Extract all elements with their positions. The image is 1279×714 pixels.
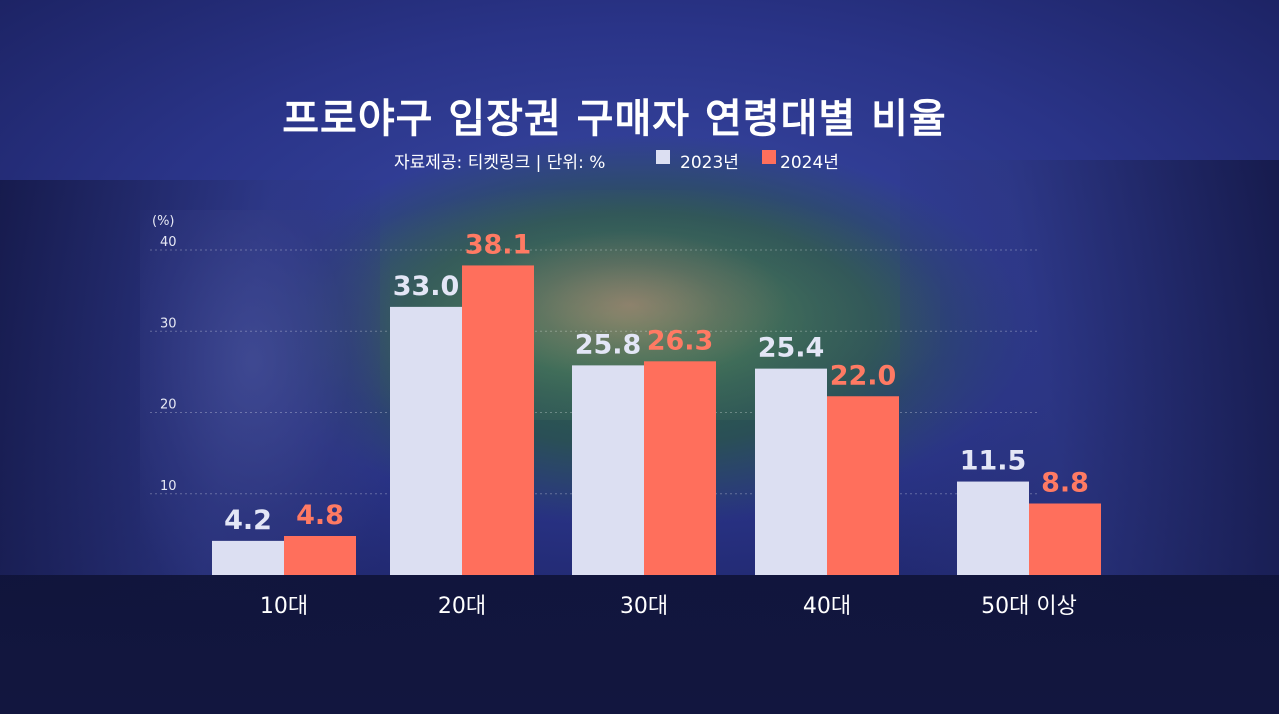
- bar-2023: [390, 306, 462, 575]
- value-label: 11.5: [960, 446, 1027, 477]
- value-label: 25.8: [575, 329, 642, 360]
- value-label: 8.8: [1041, 468, 1089, 499]
- legend-label-2023: 2023년: [680, 153, 739, 173]
- y-tick-label: 30: [160, 316, 177, 331]
- bar-2024: [462, 265, 534, 575]
- fan-silhouette: [140, 210, 390, 590]
- bar-2023: [572, 365, 644, 575]
- bar-2023: [212, 540, 284, 575]
- category-label: 40대: [803, 594, 851, 619]
- source-note: 자료제공: 티켓링크 | 단위: %: [394, 153, 606, 173]
- bar-2024: [644, 361, 716, 575]
- value-label: 33.0: [393, 271, 460, 302]
- category-band: [0, 575, 1279, 714]
- category-label: 30대: [620, 594, 668, 619]
- chart-title: 프로야구 입장권 구매자 연령대별 비율: [282, 96, 947, 142]
- category-label: 50대 이상: [981, 594, 1077, 619]
- category-label: 20대: [438, 594, 486, 619]
- value-label: 25.4: [758, 333, 825, 364]
- y-tick-label: 20: [160, 398, 177, 413]
- legend-swatch-2023: [656, 150, 670, 164]
- bar-2024: [284, 536, 356, 575]
- legend-label-2024: 2024년: [780, 153, 839, 173]
- y-tick-label: 40: [160, 235, 177, 250]
- bar-2024: [827, 396, 899, 575]
- value-label: 38.1: [465, 229, 532, 260]
- legend-swatch-2024: [762, 150, 776, 164]
- value-label: 4.8: [296, 500, 344, 531]
- value-label: 26.3: [647, 325, 714, 356]
- y-tick-label: 10: [160, 479, 177, 494]
- category-label: 10대: [260, 594, 308, 619]
- value-label: 4.2: [224, 505, 272, 536]
- bar-2023: [957, 481, 1029, 575]
- value-label: 22.0: [830, 360, 897, 391]
- bar-2023: [755, 368, 827, 575]
- bar-2024: [1029, 503, 1101, 575]
- y-unit-label: (%): [152, 214, 175, 229]
